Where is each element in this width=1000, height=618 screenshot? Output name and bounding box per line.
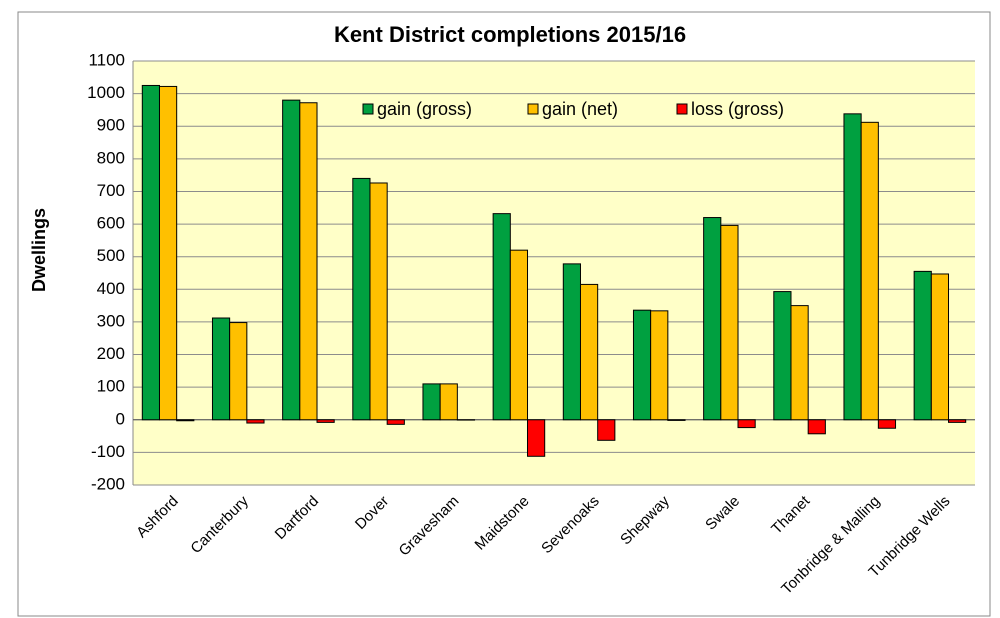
legend-swatch bbox=[362, 103, 374, 115]
legend-swatch bbox=[676, 103, 688, 115]
bar bbox=[632, 309, 652, 421]
bar bbox=[773, 291, 792, 421]
legend-label: gain (net) bbox=[542, 99, 618, 119]
bar bbox=[352, 177, 371, 421]
bar bbox=[597, 419, 616, 441]
bar bbox=[948, 419, 967, 423]
bar bbox=[141, 84, 160, 421]
y-tick-label: -200 bbox=[91, 474, 125, 493]
bar bbox=[509, 249, 529, 421]
y-tick-label: 800 bbox=[97, 148, 125, 167]
y-tick-label: 500 bbox=[97, 246, 125, 265]
legend-label: loss (gross) bbox=[691, 99, 784, 119]
y-tick-label: 0 bbox=[116, 409, 125, 428]
y-tick-label: 100 bbox=[97, 377, 125, 396]
chart-title: Kent District completions 2015/16 bbox=[334, 22, 686, 47]
bar bbox=[439, 383, 458, 421]
y-tick-label: -100 bbox=[91, 442, 125, 461]
bar bbox=[579, 283, 599, 421]
bar bbox=[369, 182, 388, 421]
bar bbox=[913, 270, 932, 421]
plot-area bbox=[133, 61, 975, 485]
bar bbox=[930, 273, 950, 421]
bar bbox=[299, 102, 318, 421]
bar bbox=[527, 419, 546, 457]
y-tick-label: 700 bbox=[97, 181, 125, 200]
bar bbox=[650, 310, 669, 421]
y-axis-label: Dwellings bbox=[29, 208, 49, 292]
bar bbox=[667, 419, 686, 421]
bar bbox=[860, 121, 879, 421]
bar bbox=[737, 419, 756, 429]
bar bbox=[807, 419, 826, 435]
y-tick-label: 1100 bbox=[88, 50, 125, 69]
bar bbox=[282, 99, 301, 421]
bar bbox=[790, 305, 809, 421]
bar bbox=[703, 217, 722, 421]
y-tick-label: 1000 bbox=[87, 83, 125, 102]
bar bbox=[422, 383, 441, 421]
bar bbox=[877, 419, 897, 429]
y-tick-label: 600 bbox=[97, 214, 125, 233]
bar bbox=[158, 85, 178, 421]
y-tick-label: 300 bbox=[97, 311, 125, 330]
bar bbox=[843, 113, 862, 421]
bar bbox=[316, 419, 335, 423]
legend-label: gain (gross) bbox=[377, 99, 472, 119]
bar bbox=[386, 419, 405, 425]
bar bbox=[176, 419, 195, 422]
legend-swatch bbox=[527, 103, 539, 115]
bar bbox=[246, 419, 265, 424]
bar bbox=[211, 317, 231, 421]
bar bbox=[492, 213, 511, 421]
y-tick-label: 200 bbox=[97, 344, 125, 363]
y-tick-label: 900 bbox=[97, 116, 125, 135]
bar bbox=[229, 322, 248, 421]
bar bbox=[720, 224, 739, 421]
y-tick-label: 400 bbox=[97, 279, 125, 298]
bar bbox=[562, 263, 581, 421]
